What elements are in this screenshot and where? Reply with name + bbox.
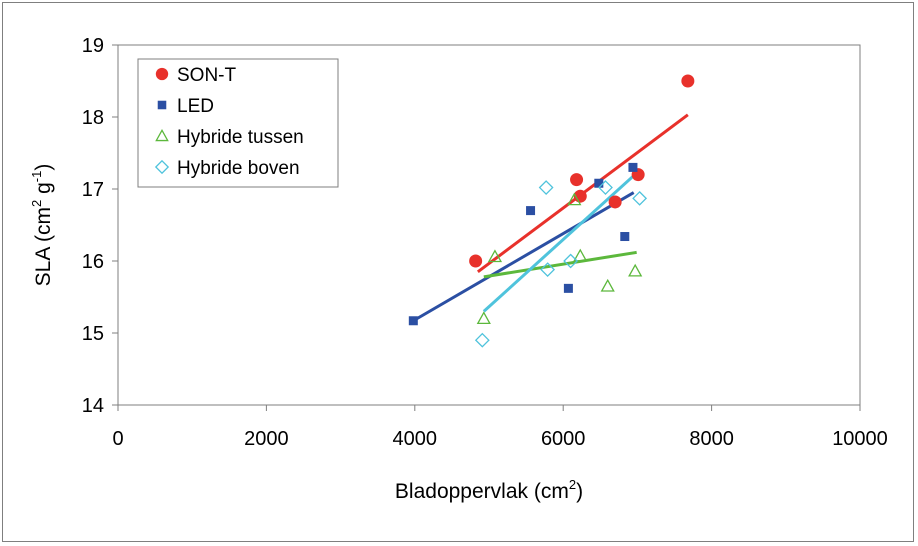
y-axis-title-close: ) [32, 164, 55, 171]
point-hybride-tussen [567, 192, 582, 206]
trendline-hybride-tussen [483, 250, 637, 279]
x-tick-label: 8000 [689, 428, 734, 450]
x-axis-title-sup: 2 [569, 477, 576, 492]
point-hybride-tussen [476, 311, 491, 325]
y-axis-title-sup1: 2 [29, 200, 44, 207]
point-led [628, 162, 638, 172]
point-hybride-tussen [600, 278, 615, 292]
point-hybride-tussen [573, 248, 588, 262]
point-led [408, 316, 418, 326]
legend: SON-T LED Hybride tussen Hybride boven [137, 58, 339, 188]
y-tick-label: 19 [82, 35, 104, 57]
point-hybride-tussen [487, 249, 503, 263]
y-tick-label: 18 [82, 107, 104, 129]
point-led [563, 283, 573, 293]
legend-marker-hybride-tussen [155, 128, 169, 142]
point-hybride-boven [563, 253, 579, 269]
axis-ticks: 0 2000 4000 6000 8000 10000 14 15 16 17 18 19 [82, 35, 888, 450]
legend-label-hybride-boven: Hybride boven [177, 158, 300, 179]
point-hybride-tussen [628, 263, 643, 277]
y-axis-title-mid: g [32, 182, 55, 200]
legend-items: SON-T LED Hybride tussen Hybride boven [154, 65, 304, 179]
x-tick-label: 2000 [244, 428, 289, 450]
legend-label-led: LED [177, 96, 214, 117]
x-axis-title: Bladoppervlak (cm2) [395, 477, 583, 503]
point-son-t [681, 74, 695, 88]
y-axis-title: SLA (cm2 g-1) [29, 164, 55, 287]
point-hybride-boven [540, 262, 556, 278]
x-tick-label: 0 [112, 428, 123, 450]
point-son-t [570, 173, 584, 187]
point-led [526, 206, 536, 216]
x-axis-title-close: ) [576, 480, 583, 503]
legend-box [137, 58, 339, 188]
point-hybride-boven [474, 332, 490, 348]
y-tick-label: 17 [82, 179, 104, 201]
x-tick-label: 6000 [541, 428, 586, 450]
legend-marker-son-t [155, 67, 169, 81]
legend-label-son-t: SON-T [177, 65, 237, 86]
data-points [408, 74, 695, 348]
legend-marker-hybride-boven [154, 159, 170, 175]
y-tick-label: 16 [82, 251, 104, 273]
point-led [620, 232, 630, 242]
legend-marker-led [157, 100, 167, 110]
y-tick-label: 14 [82, 395, 104, 417]
y-axis-title-sup2: -1 [29, 171, 44, 183]
point-hybride-boven [632, 190, 648, 206]
legend-label-hybride-tussen: Hybride tussen [177, 127, 304, 148]
x-tick-label: 4000 [393, 428, 438, 450]
trendline-led [412, 191, 635, 323]
trendline-hybride-boven [482, 169, 640, 313]
point-son-t [608, 195, 622, 209]
point-hybride-boven [598, 180, 613, 195]
x-axis-title-text: Bladoppervlak (cm [395, 480, 569, 503]
y-tick-label: 15 [82, 323, 104, 345]
x-tick-label: 10000 [832, 428, 888, 450]
point-son-t [469, 254, 483, 268]
point-led [594, 178, 604, 188]
y-axis-title-text: SLA (cm [32, 207, 55, 286]
point-hybride-boven [538, 180, 554, 195]
